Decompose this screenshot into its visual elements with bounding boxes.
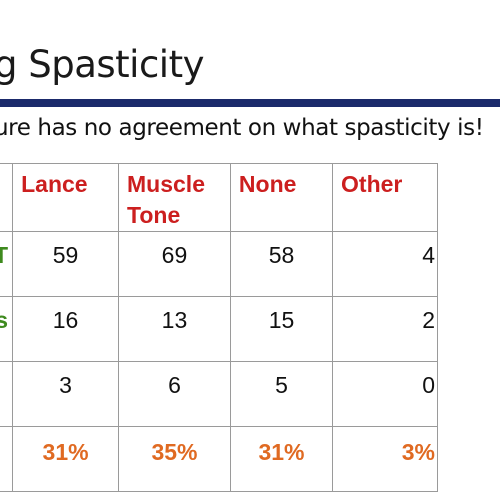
- header-cell-none: None: [229, 163, 334, 232]
- table-cell: 2: [332, 296, 438, 362]
- header-cell-lance: Lance: [12, 163, 120, 232]
- table-row: 3 6 5 0: [0, 361, 438, 427]
- percent-value: 3%: [401, 439, 435, 465]
- table-row: CT 59 69 58 4: [0, 231, 438, 297]
- row-label-cell: ws: [0, 296, 14, 362]
- table-corner-cell: [0, 163, 14, 232]
- table-cell: 16: [12, 296, 120, 362]
- cell-value: 59: [52, 242, 79, 268]
- header-label-lance: Lance: [21, 171, 88, 197]
- slide-subtitle: ure has no agreement on what spasticity …: [0, 115, 484, 141]
- percent-value: 31%: [258, 439, 305, 465]
- cell-value: 2: [422, 307, 435, 333]
- table-cell: 31%: [12, 426, 120, 492]
- title-divider: [0, 99, 500, 107]
- header-label-other: Other: [341, 171, 403, 197]
- header-label-muscle-tone: Muscle Tone: [127, 171, 205, 228]
- row-label-cell: [0, 426, 14, 492]
- cell-value: 15: [268, 307, 295, 333]
- row-label: ws: [0, 298, 12, 335]
- row-label-cell: CT: [0, 231, 14, 297]
- table-cell: 3: [12, 361, 120, 427]
- table-cell: 5: [229, 361, 334, 427]
- table-cell: 3%: [332, 426, 438, 492]
- slide-title: g Spasticity: [0, 43, 204, 86]
- table-cell: 4: [332, 231, 438, 297]
- table-cell: 69: [118, 231, 231, 297]
- table-cell: 58: [229, 231, 334, 297]
- table-cell: 59: [12, 231, 120, 297]
- cell-value: 3: [59, 372, 72, 398]
- row-label: [0, 363, 12, 373]
- cell-value: 5: [275, 372, 288, 398]
- row-label: CT: [0, 233, 12, 270]
- percent-value: 31%: [42, 439, 89, 465]
- table-header-row: Lance Muscle Tone None Other: [0, 163, 438, 232]
- row-label-cell: [0, 361, 14, 427]
- header-label-none: None: [238, 171, 297, 197]
- cell-value: 58: [268, 242, 295, 268]
- table-row: ws 16 13 15 2: [0, 296, 438, 362]
- cell-value: 16: [52, 307, 79, 333]
- table-cell: 15: [229, 296, 334, 362]
- header-cell-other: Other: [332, 163, 438, 232]
- row-label: [0, 428, 12, 438]
- cell-value: 0: [422, 372, 435, 398]
- table-cell: 31%: [229, 426, 334, 492]
- table-cell: 6: [118, 361, 231, 427]
- table-cell: 0: [332, 361, 438, 427]
- header-cell-muscle-tone: Muscle Tone: [118, 163, 231, 232]
- table-cell: 35%: [118, 426, 231, 492]
- table-row-percentages: 31% 35% 31% 3%: [0, 426, 438, 492]
- percent-value: 35%: [151, 439, 198, 465]
- cell-value: 69: [161, 242, 188, 268]
- cell-value: 6: [168, 372, 181, 398]
- cell-value: 13: [161, 307, 188, 333]
- table-cell: 13: [118, 296, 231, 362]
- cell-value: 4: [422, 242, 435, 268]
